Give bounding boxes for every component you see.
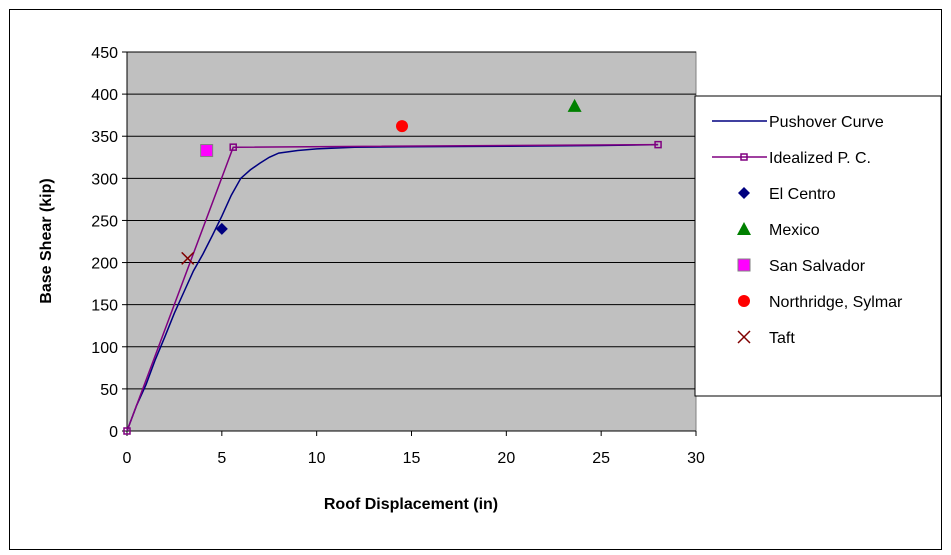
y-tick-label-8: 400 [91,87,118,104]
point-idealized-p-c-2 [654,140,662,149]
x-axis-label: Roof Displacement (in) [324,496,498,513]
legend-label-pushover-curve: Pushover Curve [769,114,884,131]
legend-item-pushover-curve: Pushover Curve [712,114,884,131]
point-northridge-sylmar-0 [396,120,409,133]
axis-layer: 0 50 100 150 200 250 300 350 400 450 0 5 10 15 20 25 30 [91,45,705,467]
grid-layer [127,51,696,390]
y-tick-label-6: 300 [91,171,118,188]
y-tick-label-2: 100 [91,340,118,357]
legend-box [694,95,942,397]
legend-item-taft: Taft [737,330,795,347]
legend-label-taft: Taft [769,330,795,347]
point-idealized-p-c-0 [123,427,131,435]
y-tick-label-7: 350 [91,129,118,146]
point-mexico-0 [567,98,582,112]
y-tick-label-1: 50 [100,382,118,399]
legend-items: Pushover Curve Idealized P. C. El Centro Me… [712,114,903,347]
series-layer [123,98,662,435]
plot-area [126,51,697,432]
series-line-idealized-p-c [126,143,659,432]
legend-label-idealized-p-c: Idealized P. C. [769,150,871,167]
legend-item-san-salvador: San Salvador [737,258,866,275]
y-tick-label-3: 150 [91,298,118,315]
x-tick-label-4: 20 [497,450,515,467]
point-idealized-p-c-1 [229,143,237,151]
point-taft-0-stroke-2 [181,251,195,265]
y-axis-label: Base Shear (kip) [38,178,55,303]
legend-marker-taft-stroke-2 [737,330,751,344]
legend-label-san-salvador: San Salvador [769,258,866,275]
legend-item-mexico: Mexico [737,222,820,239]
x-tick-label-2: 10 [308,450,326,467]
legend-marker-idealized-p-c [740,153,748,161]
x-tick-label-1: 5 [217,450,226,467]
point-san-salvador-0 [200,144,214,158]
x-tick-label-3: 15 [403,450,421,467]
x-tick-label-0: 0 [123,450,132,467]
legend-marker-mexico [737,222,751,235]
legend: Pushover Curve Idealized P. C. El Centro Me… [694,95,942,397]
legend-label-northridge-sylmar: Northridge, Sylmar [769,294,903,311]
legend-marker-el-centro [738,187,750,199]
legend-item-northridge-sylmar: Northridge, Sylmar [738,294,903,311]
x-tick-label-5: 25 [592,450,610,467]
legend-label-mexico: Mexico [769,222,820,239]
legend-marker-taft [737,330,751,344]
y-tick-label-9: 450 [91,45,118,62]
y-tick-label-4: 200 [91,256,118,273]
y-tick-label-0: 0 [109,424,118,441]
legend-item-idealized-p-c: Idealized P. C. [712,150,871,167]
x-tick-label-6: 30 [687,450,705,467]
legend-marker-northridge-sylmar [738,295,750,307]
legend-label-el-centro: El Centro [769,186,836,203]
y-tick-label-5: 250 [91,213,118,230]
point-el-centro-0 [215,222,228,235]
legend-item-el-centro: El Centro [738,186,836,203]
legend-marker-san-salvador [737,258,751,272]
point-taft-0 [181,251,195,265]
